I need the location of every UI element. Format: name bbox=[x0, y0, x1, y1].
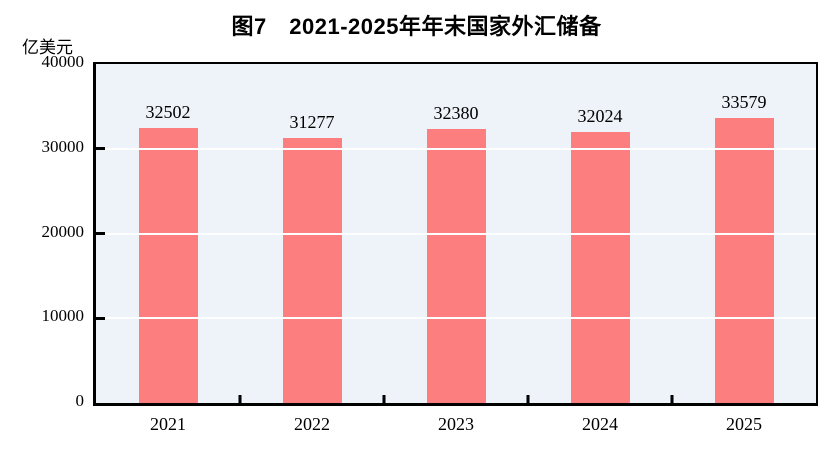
x-axis-category-labels: 2021 2022 2023 2024 2025 bbox=[96, 413, 816, 437]
chart-title: 图7 2021-2025年年末国家外汇储备 bbox=[231, 14, 602, 39]
bar-value-label-2021: 32502 bbox=[145, 101, 191, 122]
y-axis-tick-label-10000: 10000 bbox=[41, 306, 85, 326]
bar-2024 bbox=[570, 131, 630, 403]
gridline-20000 bbox=[96, 232, 816, 235]
x-axis-label-2024: 2024 bbox=[582, 414, 618, 434]
x-axis-tick-2 bbox=[382, 395, 386, 403]
bar-value-label-2022: 31277 bbox=[289, 111, 335, 132]
bar-slot-2024: 32024 bbox=[528, 64, 672, 403]
gridline-10000 bbox=[96, 317, 816, 320]
y-axis-tick-label-20000: 20000 bbox=[41, 221, 85, 241]
x-axis-label-2022: 2022 bbox=[294, 414, 330, 434]
plot-area: 32502 31277 32380 32024 33579 bbox=[93, 62, 818, 406]
y-axis-tick-label-40000: 40000 bbox=[41, 52, 85, 71]
y-axis-tick-20000 bbox=[96, 232, 105, 235]
bar-slot-2025: 33579 bbox=[672, 64, 816, 403]
y-axis-unit-label: 亿美元 bbox=[22, 38, 73, 57]
y-axis-tick-10000 bbox=[96, 316, 105, 320]
x-axis-label-2025: 2025 bbox=[726, 414, 762, 434]
y-axis-tick-label-30000: 30000 bbox=[41, 136, 85, 156]
bar-2025 bbox=[714, 118, 774, 403]
bar-slot-2023: 32380 bbox=[384, 64, 528, 403]
gridline-30000 bbox=[96, 147, 816, 150]
bar-value-label-2023: 32380 bbox=[433, 102, 479, 123]
x-axis-label-2021: 2021 bbox=[150, 414, 186, 434]
bar-slot-2021: 32502 bbox=[96, 64, 240, 403]
bar-series: 32502 31277 32380 32024 33579 bbox=[96, 64, 816, 403]
y-axis-tick-label-0: 0 bbox=[75, 391, 85, 410]
bar-value-label-2025: 33579 bbox=[721, 92, 767, 113]
bar-2023 bbox=[426, 128, 486, 403]
bar-slot-2022: 31277 bbox=[240, 64, 384, 403]
bar-2022 bbox=[282, 137, 342, 403]
bar-2021 bbox=[138, 127, 198, 403]
bar-value-label-2024: 32024 bbox=[577, 105, 623, 126]
x-axis-tick-1 bbox=[238, 395, 242, 403]
x-axis-label-2023: 2023 bbox=[438, 414, 474, 434]
y-axis-tick-30000 bbox=[96, 147, 105, 151]
x-axis-tick-3 bbox=[526, 395, 530, 403]
x-axis-tick-4 bbox=[670, 395, 674, 403]
